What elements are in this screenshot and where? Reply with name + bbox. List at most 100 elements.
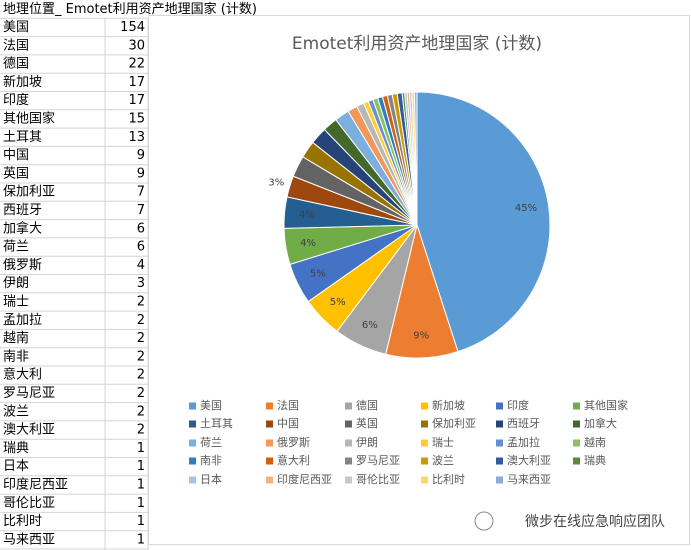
legend-label: 越南 [584,435,606,449]
cell-name: 马来西亚 [3,532,55,547]
legend-swatch [345,420,352,428]
legend-label: 伊朗 [356,436,378,449]
cell-count: 2 [137,349,145,364]
cell-count: 22 [128,57,145,72]
cell-count: 30 [128,38,145,53]
cell-count: 2 [137,331,145,346]
legend-label: 法国 [277,398,299,412]
cell-count: 2 [137,294,145,309]
cell-count: 2 [137,404,145,419]
legend-swatch [573,439,580,447]
cell-count: 6 [137,221,145,236]
legend-label: 南非 [200,454,222,467]
cell-name: 孟加拉 [3,313,42,328]
legend-swatch [496,439,503,447]
legend-swatch [189,402,196,410]
legend-label: 俄罗斯 [277,436,310,449]
legend-swatch [496,420,503,428]
legend-label: 英国 [356,416,378,430]
cell-name: 波兰 [3,404,29,419]
legend-label: 意大利 [277,453,310,467]
cell-name: 意大利 [3,367,42,383]
legend-label: 比利时 [432,473,465,486]
legend-swatch [189,439,196,447]
legend-label: 罗马尼亚 [356,454,400,467]
cell-count: 1 [137,532,145,547]
data-label: 4% [300,238,316,249]
cell-name: 比利时 [3,514,42,529]
cell-name: 英国 [3,166,29,181]
cell-name: 加拿大 [3,220,42,236]
cell-name: 瑞典 [3,441,29,456]
table-header: 地理位置_ Emotet利用资产地理国家 (计数) [3,1,257,17]
cell-count: 1 [137,441,145,456]
cell-count: 6 [137,240,145,255]
cell-name: 罗马尼亚 [3,386,55,401]
cell-count: 1 [137,514,145,529]
legend-label: 印度 [507,398,529,412]
cell-name: 荷兰 [3,240,29,255]
legend-label: 加拿大 [584,416,617,430]
cell-count: 17 [128,93,145,108]
data-label: 5% [310,269,326,280]
data-label: 45% [515,203,537,214]
cell-count: 154 [120,20,145,35]
cell-name: 越南 [3,330,29,346]
chart-title: Emotet利用资产地理国家 (计数) [292,34,542,54]
data-label: 4% [299,210,315,221]
legend-swatch [189,476,196,484]
legend-label: 瑞士 [432,435,454,449]
legend-label: 其他国家 [584,398,628,412]
legend-label: 瑞典 [584,453,606,467]
cell-count: 2 [137,313,145,328]
legend-swatch [345,476,352,484]
legend-label: 孟加拉 [507,435,540,449]
data-label: 9% [413,330,429,341]
cell-count: 15 [128,111,145,126]
legend-label: 美国 [200,399,222,412]
cell-count: 2 [137,423,145,438]
legend-label: 荷兰 [200,436,222,449]
data-label: 6% [362,320,378,331]
cell-name: 美国 [3,20,29,35]
legend-swatch [573,457,580,465]
legend-swatch [573,402,580,410]
cell-name: 印度尼西亚 [3,476,68,492]
cell-name: 俄罗斯 [3,258,42,273]
cell-count: 2 [137,368,145,383]
legend-swatch [266,420,273,428]
cell-name: 德国 [3,57,29,72]
cell-name: 印度 [3,92,29,108]
cell-name: 法国 [3,38,29,53]
cell-count: 1 [137,477,145,492]
legend-swatch [573,420,580,428]
legend-swatch [421,476,428,484]
watermark: 微步在线应急响应团队 [525,513,665,530]
legend-label: 土耳其 [200,417,233,430]
legend-swatch [266,402,273,410]
cell-name: 澳大利亚 [3,422,55,438]
legend-swatch [421,439,428,447]
cell-name: 土耳其 [3,130,42,145]
legend-swatch [266,457,273,465]
cell-count: 2 [137,386,145,401]
legend-label: 哥伦比亚 [356,472,400,486]
legend-label: 印度尼西亚 [277,472,332,486]
legend-swatch [189,420,196,428]
legend-swatch [266,476,273,484]
cell-count: 7 [137,203,145,218]
cell-name: 哥伦比亚 [3,496,55,511]
watermark-icon [474,511,494,531]
legend-swatch [421,457,428,465]
cell-count: 1 [137,496,145,511]
legend-swatch [496,476,503,484]
data-label: 5% [330,297,346,308]
legend-swatch [421,420,428,428]
legend-label: 西班牙 [507,417,540,430]
legend-label: 新加坡 [432,398,465,412]
cell-name: 中国 [3,148,29,163]
cell-name: 南非 [3,348,29,364]
cell-name: 瑞士 [3,294,29,309]
data-label: 3% [268,177,284,188]
